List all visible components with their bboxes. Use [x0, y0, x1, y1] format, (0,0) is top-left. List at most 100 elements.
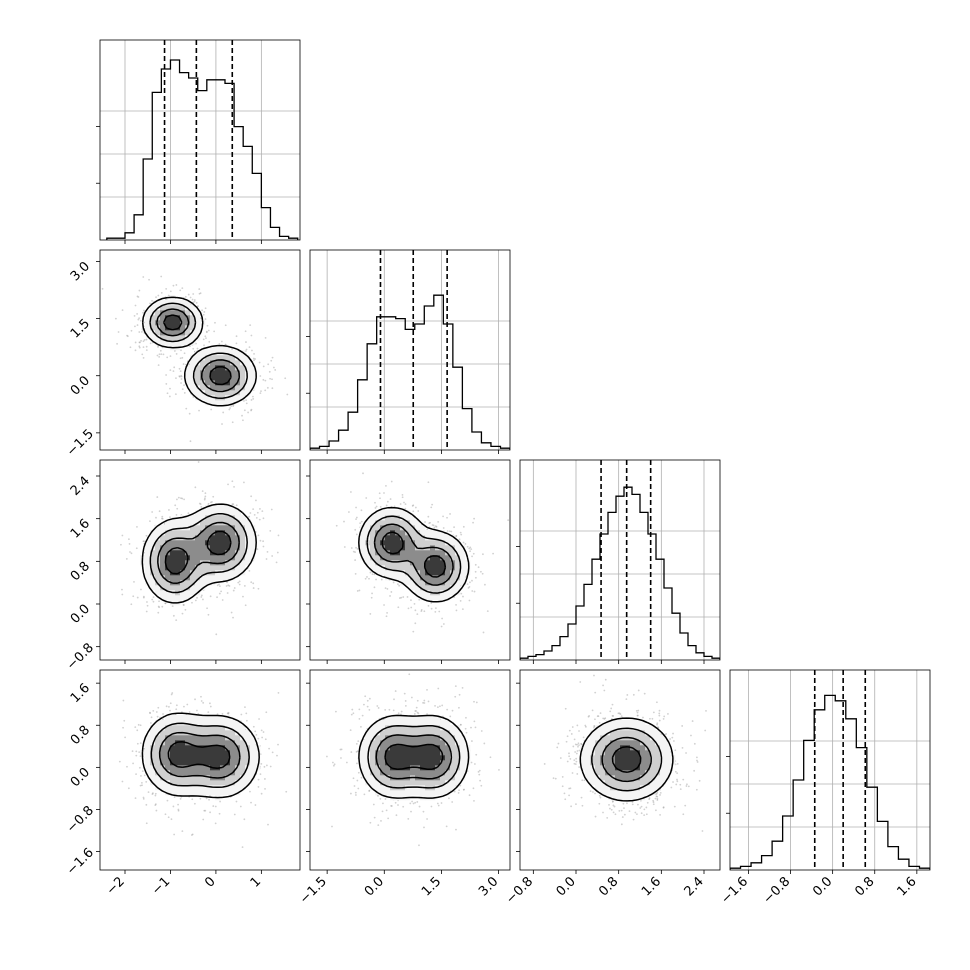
density-cell — [215, 740, 221, 746]
scatter-point — [161, 515, 164, 518]
density-cell — [240, 560, 246, 566]
density-cell — [170, 560, 176, 566]
scatter-point — [368, 577, 370, 580]
density-cell — [220, 355, 226, 361]
scatter-point — [354, 559, 357, 561]
scatter-point — [256, 511, 259, 514]
density-cell — [205, 715, 211, 721]
scatter-point — [163, 522, 166, 525]
density-cell — [405, 575, 411, 581]
density-cell — [380, 520, 386, 526]
density-cell — [190, 775, 196, 781]
density-cell — [375, 525, 381, 531]
scatter-point — [169, 702, 172, 705]
scatter-point — [147, 791, 150, 794]
scatter-point — [138, 346, 141, 349]
density-cell — [210, 790, 216, 796]
scatter-point — [216, 596, 218, 599]
scatter-point — [265, 558, 268, 560]
density-cell — [190, 315, 196, 321]
scatter-point — [385, 484, 387, 487]
density-cell — [430, 570, 436, 576]
density-cell — [390, 525, 396, 531]
density-cell — [220, 715, 226, 721]
density-cell — [205, 575, 211, 581]
scatter-point — [154, 794, 157, 797]
density-cell — [185, 595, 191, 601]
density-cell — [160, 720, 166, 726]
density-cell — [205, 580, 211, 586]
density-cell — [190, 360, 196, 366]
scatter-point — [216, 584, 219, 587]
density-cell — [235, 545, 241, 551]
density-cell — [235, 550, 241, 556]
density-cell — [375, 510, 381, 516]
scatter-point — [469, 550, 471, 553]
scatter-point — [430, 607, 433, 610]
scatter-point — [143, 309, 145, 312]
scatter-point — [160, 353, 163, 356]
scatter-point — [433, 526, 436, 529]
scatter-point — [133, 580, 135, 583]
scatter-point — [271, 387, 274, 390]
density-cell — [400, 510, 406, 516]
density-cell — [185, 540, 191, 546]
density-cell — [165, 595, 171, 601]
density-cell — [245, 730, 251, 736]
density-cell — [180, 555, 186, 561]
scatter-point — [455, 535, 458, 538]
contour-line — [158, 731, 241, 779]
density-cell — [430, 580, 436, 586]
density-cell — [170, 595, 176, 601]
density-cell — [195, 585, 201, 591]
scatter-point — [175, 704, 178, 707]
scatter-point — [383, 604, 385, 606]
density-cell — [155, 575, 161, 581]
density-cell — [245, 760, 251, 766]
density-cell — [360, 535, 366, 541]
density-cell — [210, 385, 216, 391]
density-cell — [225, 740, 231, 746]
density-cell — [235, 370, 241, 376]
density-cell — [215, 550, 221, 556]
density-cell — [230, 505, 236, 511]
density-cell — [405, 570, 411, 576]
density-cell — [245, 780, 251, 786]
density-cell — [435, 575, 441, 581]
scatter-point — [380, 578, 383, 581]
density-cell — [365, 530, 371, 536]
density-cell — [190, 585, 196, 591]
density-cell — [195, 325, 201, 331]
density-cell — [155, 740, 161, 746]
density-cell — [150, 565, 156, 571]
density-cell — [210, 760, 216, 766]
density-cell — [220, 740, 226, 746]
scatter-point — [484, 583, 486, 586]
density-cell — [160, 765, 166, 771]
density-cell — [190, 525, 196, 531]
density-cell — [155, 720, 161, 726]
density-cell — [150, 765, 156, 771]
scatter-point — [250, 581, 253, 584]
density-cell — [195, 525, 201, 531]
scatter-point — [175, 513, 178, 516]
scatter-point — [137, 723, 140, 726]
scatter-point — [399, 597, 401, 599]
scatter-point — [181, 612, 184, 615]
density-cell — [150, 775, 156, 781]
scatter-point — [264, 336, 267, 339]
density-cell — [165, 555, 171, 561]
density-cell — [215, 790, 221, 796]
scatter-point — [227, 483, 229, 486]
scatter-point — [343, 520, 345, 523]
density-cell — [210, 720, 216, 726]
density-cell — [195, 550, 201, 556]
scatter-point — [166, 356, 169, 359]
density-cell — [185, 550, 191, 556]
scatter-point — [166, 392, 169, 395]
scatter-point — [264, 379, 267, 382]
density-cell — [405, 550, 411, 556]
density-cell — [185, 735, 191, 741]
scatter-point — [140, 331, 143, 333]
density-cell — [455, 585, 461, 591]
